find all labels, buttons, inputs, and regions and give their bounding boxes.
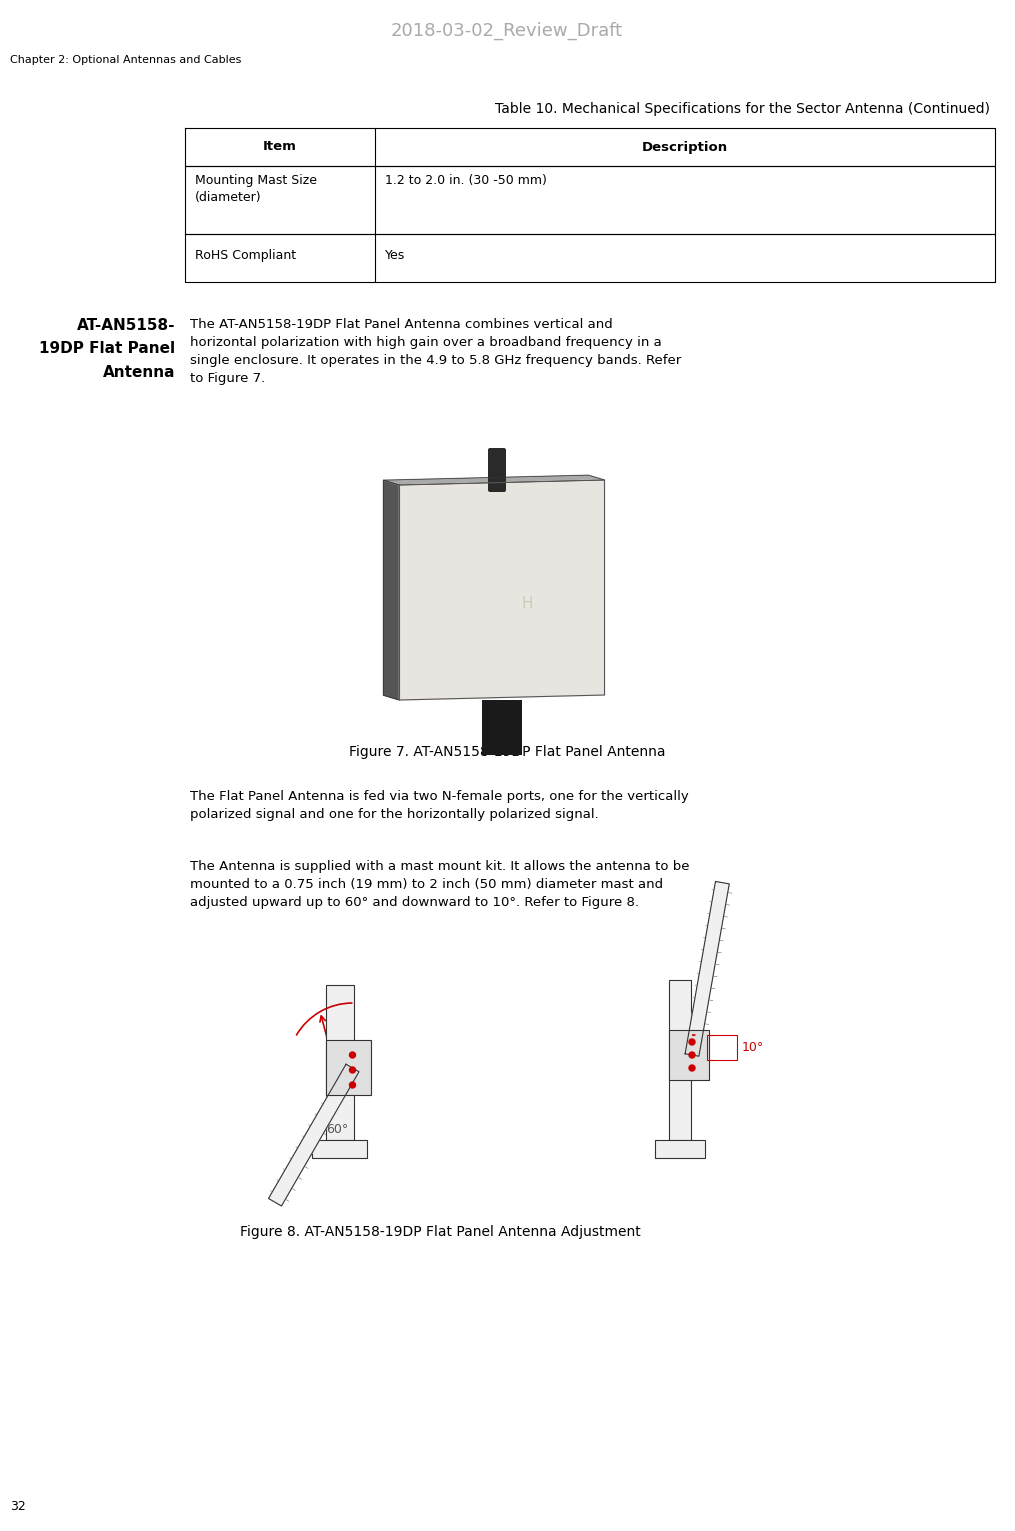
Text: The Flat Panel Antenna is fed via two N-female ports, one for the vertically: The Flat Panel Antenna is fed via two N-… (190, 790, 689, 802)
Polygon shape (400, 481, 605, 700)
Text: Antenna: Antenna (103, 364, 175, 380)
Text: Table 10. Mechanical Specifications for the Sector Antenna (Continued): Table 10. Mechanical Specifications for … (495, 103, 990, 116)
Text: Chapter 2: Optional Antennas and Cables: Chapter 2: Optional Antennas and Cables (10, 55, 242, 64)
Bar (707, 1035, 737, 1059)
Circle shape (689, 1040, 695, 1046)
Bar (326, 984, 354, 1141)
Text: 32: 32 (10, 1500, 25, 1513)
Text: 19DP Flat Panel: 19DP Flat Panel (39, 341, 175, 357)
Circle shape (349, 1067, 355, 1073)
Polygon shape (685, 882, 730, 1056)
Bar (313, 1141, 367, 1157)
Bar (655, 1141, 705, 1157)
Bar (482, 700, 522, 755)
Text: 10°: 10° (742, 1041, 764, 1053)
Text: adjusted upward up to 60° and downward to 10°. Refer to Figure 8.: adjusted upward up to 60° and downward t… (190, 896, 639, 909)
Text: The AT-AN5158-19DP Flat Panel Antenna combines vertical and: The AT-AN5158-19DP Flat Panel Antenna co… (190, 318, 613, 331)
Circle shape (349, 1082, 355, 1089)
Bar (669, 980, 691, 1141)
Bar (669, 1030, 709, 1079)
Text: Item: Item (263, 141, 297, 153)
Text: single enclosure. It operates in the 4.9 to 5.8 GHz frequency bands. Refer: single enclosure. It operates in the 4.9… (190, 354, 681, 367)
Polygon shape (269, 1064, 359, 1206)
Text: Figure 7. AT-AN5158-19DP Flat Panel Antenna: Figure 7. AT-AN5158-19DP Flat Panel Ante… (349, 746, 665, 759)
Polygon shape (384, 475, 605, 485)
Text: 60°: 60° (327, 1124, 348, 1136)
Text: polarized signal and one for the horizontally polarized signal.: polarized signal and one for the horizon… (190, 808, 599, 821)
Text: Mounting Mast Size
(diameter): Mounting Mast Size (diameter) (195, 175, 317, 204)
Text: 1.2 to 2.0 in. (30 -50 mm): 1.2 to 2.0 in. (30 -50 mm) (385, 175, 547, 187)
FancyBboxPatch shape (488, 449, 506, 491)
Text: The Antenna is supplied with a mast mount kit. It allows the antenna to be: The Antenna is supplied with a mast moun… (190, 860, 689, 873)
Text: horizontal polarization with high gain over a broadband frequency in a: horizontal polarization with high gain o… (190, 335, 662, 349)
Text: AT-AN5158-: AT-AN5158- (76, 318, 175, 334)
Circle shape (689, 1052, 695, 1058)
Text: to Figure 7.: to Figure 7. (190, 372, 265, 384)
Polygon shape (384, 481, 400, 700)
Text: RoHS Compliant: RoHS Compliant (195, 250, 296, 262)
Text: 2018-03-02_Review_Draft: 2018-03-02_Review_Draft (391, 21, 623, 40)
Text: mounted to a 0.75 inch (19 mm) to 2 inch (50 mm) diameter mast and: mounted to a 0.75 inch (19 mm) to 2 inch… (190, 877, 663, 891)
Circle shape (349, 1052, 355, 1058)
Bar (326, 1040, 371, 1095)
Text: Figure 8. AT-AN5158-19DP Flat Panel Antenna Adjustment: Figure 8. AT-AN5158-19DP Flat Panel Ante… (240, 1225, 640, 1239)
Text: Description: Description (641, 141, 728, 153)
Text: H: H (522, 596, 533, 611)
Text: Yes: Yes (385, 250, 405, 262)
Circle shape (689, 1066, 695, 1072)
